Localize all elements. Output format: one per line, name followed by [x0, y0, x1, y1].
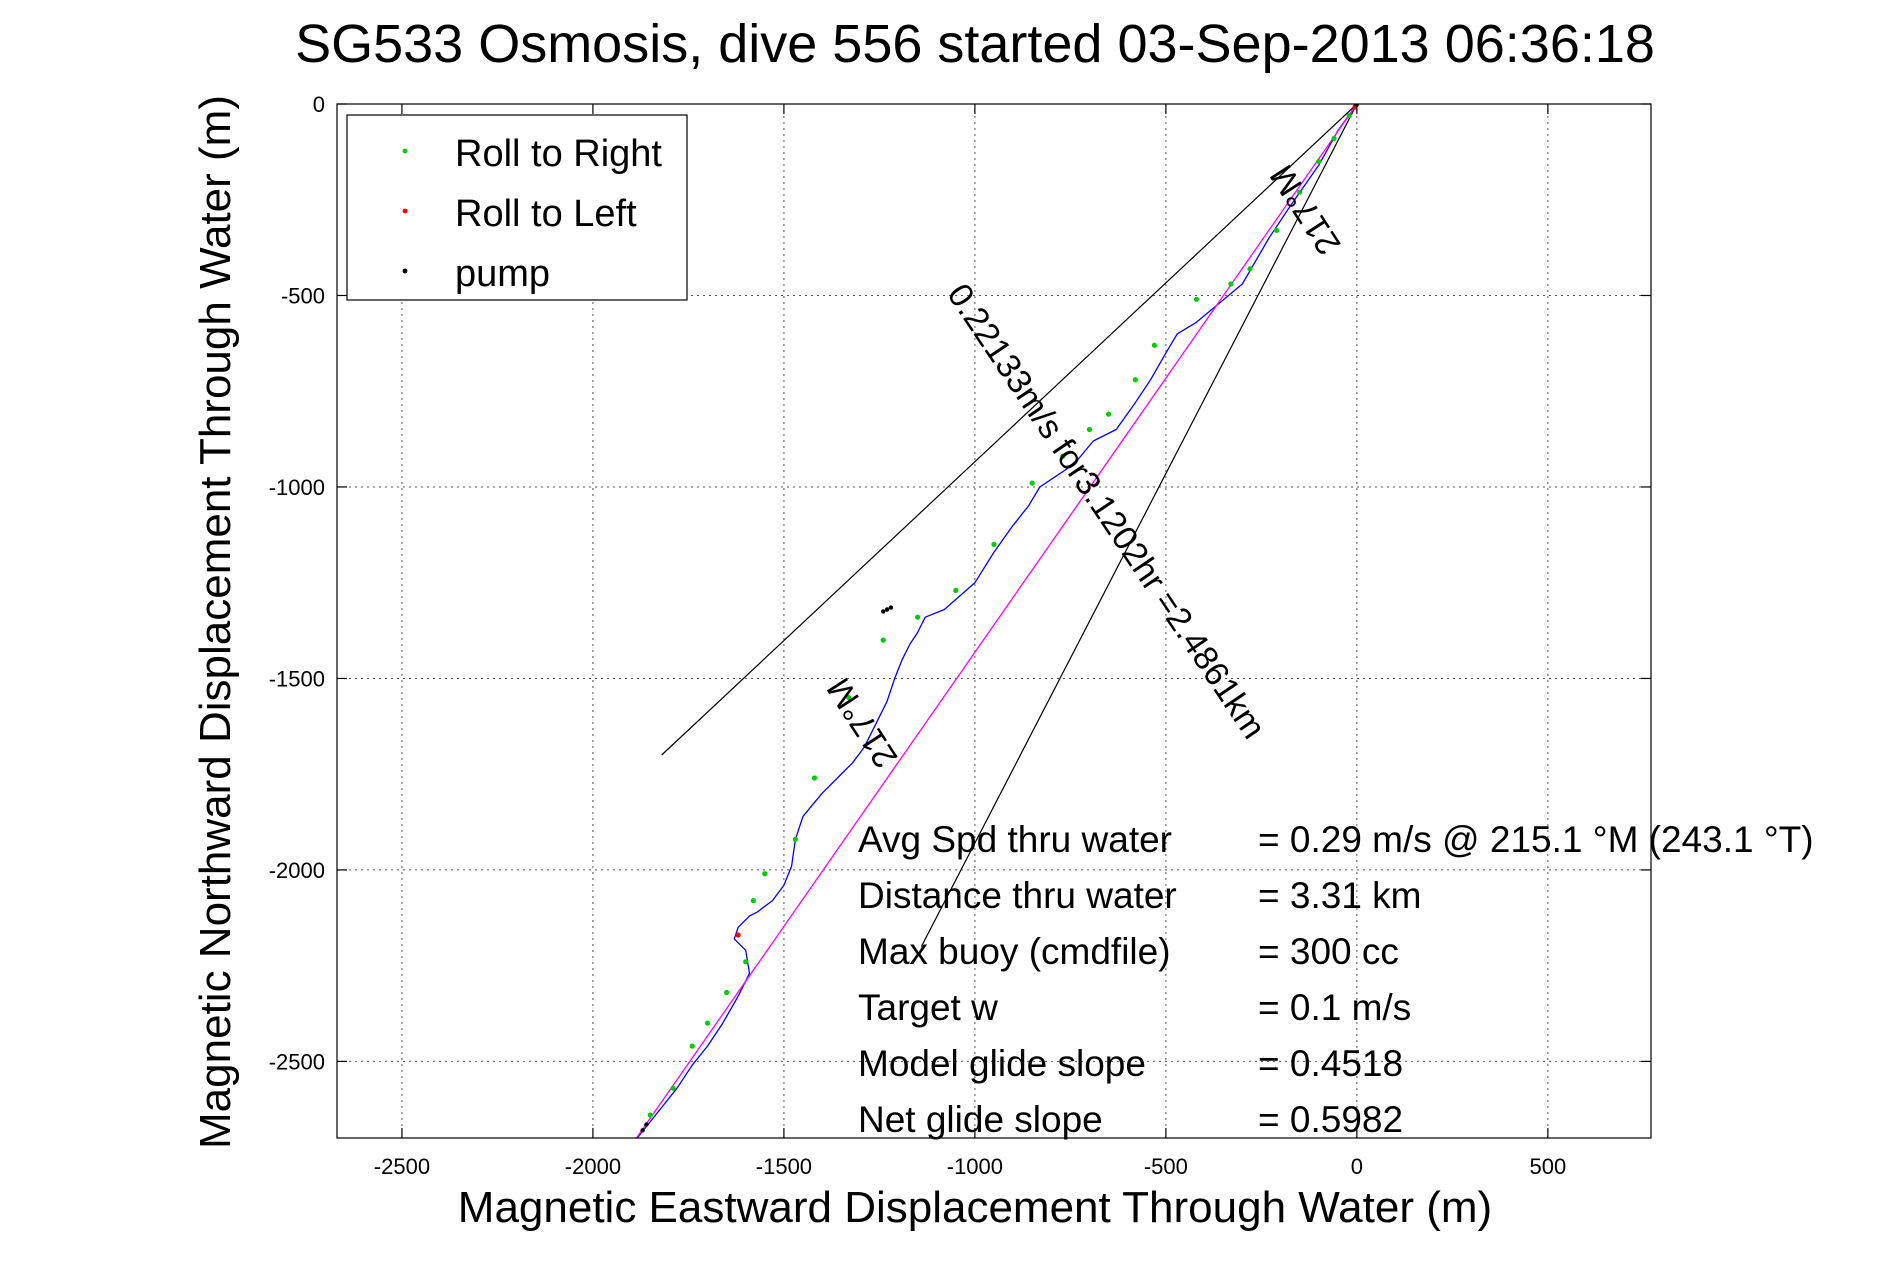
legend-marker: [402, 148, 408, 154]
x-tick-label: -500: [1144, 1154, 1188, 1179]
roll-right-point: [1247, 266, 1253, 272]
y-tick-label: -2500: [269, 1049, 325, 1074]
roll-right-point: [762, 871, 768, 877]
roll-right-point: [670, 1085, 676, 1091]
pump-point: [884, 607, 890, 612]
roll-right-point: [1029, 480, 1035, 486]
roll-right-point: [1274, 227, 1280, 233]
y-tick-label: -2000: [269, 858, 325, 883]
stat-value: = 0.1 m/s: [1258, 987, 1411, 1028]
pump-point: [640, 1128, 645, 1133]
stat-label: Max buoy (cmdfile): [858, 931, 1171, 972]
x-tick-label: -2000: [565, 1154, 621, 1179]
y-tick-label: -500: [281, 283, 325, 308]
heading-guide-line: [661, 104, 1358, 756]
pump-point: [888, 605, 894, 610]
x-tick-label: -1500: [756, 1154, 812, 1179]
roll-right-point: [880, 637, 886, 643]
x-tick-label: -1000: [947, 1154, 1003, 1179]
roll-right-point: [1316, 158, 1322, 165]
x-tick-label: 500: [1530, 1154, 1567, 1179]
roll-right-point: [1296, 189, 1303, 195]
roll-right-point: [1346, 112, 1352, 119]
stat-value: = 3.31 km: [1258, 875, 1422, 916]
roll-right-point: [1060, 453, 1066, 459]
x-axis-label: Magnetic Eastward Displacement Through W…: [458, 1183, 1492, 1232]
roll-right-point: [1331, 135, 1337, 142]
roll-right-point: [724, 989, 730, 996]
pump-point: [644, 1122, 649, 1127]
roll-right-point: [1228, 281, 1234, 287]
stat-value: = 0.4518: [1258, 1043, 1403, 1084]
roll-right-point: [743, 959, 749, 965]
roll-right-point: [846, 694, 852, 701]
legend-marker: [402, 268, 408, 274]
x-tick-label: 0: [1351, 1154, 1363, 1179]
y-axis: 0 -500 -1000 -1500 -2000 -2500: [269, 92, 1651, 1074]
roll-right-point: [647, 1112, 653, 1118]
stat-label: Target w: [858, 987, 998, 1028]
roll-right-point: [953, 587, 959, 593]
stat-value: = 0.29 m/s @ 215.1 °M (243.1 °T): [1258, 819, 1814, 860]
roll-right-point: [1132, 377, 1138, 383]
pump-point: [881, 609, 886, 614]
roll-right-point: [811, 775, 818, 781]
stat-value: = 0.5982: [1258, 1099, 1403, 1140]
roll-right-point: [689, 1043, 695, 1049]
chart-title: SG533 Osmosis, dive 556 started 03-Sep-2…: [295, 14, 1655, 74]
y-axis-label: Magnetic Northward Displacement Through …: [191, 95, 240, 1149]
grid: [337, 103, 1651, 1138]
stat-label: Net glide slope: [858, 1099, 1103, 1140]
heading-guide-line: [920, 104, 1358, 947]
y-tick-label: -1500: [269, 666, 325, 691]
x-axis: -2500 -2000 -1500 -1000 -500 0 500: [374, 104, 1566, 1179]
roll-right-point: [1151, 342, 1158, 348]
legend-label: Roll to Left: [455, 193, 637, 235]
x-tick-label: -2500: [374, 1154, 430, 1179]
roll-right-point: [792, 836, 798, 842]
legend-marker: [402, 208, 408, 214]
legend: Roll to Right Roll to Left pump: [346, 114, 688, 301]
roll-right-point: [750, 897, 756, 904]
plot-area: [635, 104, 1359, 1138]
roll-right-point: [1086, 426, 1093, 433]
roll-left-point: [735, 932, 741, 938]
axes-frame: [336, 103, 1652, 1139]
y-tick-label: 0: [313, 92, 325, 117]
y-tick-label: -1000: [269, 475, 325, 500]
stat-value: = 300 cc: [1258, 931, 1399, 972]
roll-right-point: [704, 1020, 711, 1026]
roll-right-point: [1193, 296, 1200, 302]
stat-label: Avg Spd thru water: [858, 819, 1172, 860]
stat-label: Distance thru water: [858, 875, 1177, 916]
roll-right-point: [915, 614, 921, 620]
stats-panel: Avg Spd thru water = 0.29 m/s @ 215.1 °M …: [858, 819, 1814, 1140]
legend-label: pump: [455, 253, 550, 295]
net-displacement-line: [635, 104, 1358, 1138]
roll-right-point: [991, 541, 997, 548]
roll-right-point: [1105, 411, 1112, 417]
stat-label: Model glide slope: [858, 1043, 1146, 1084]
legend-label: Roll to Right: [455, 133, 662, 175]
